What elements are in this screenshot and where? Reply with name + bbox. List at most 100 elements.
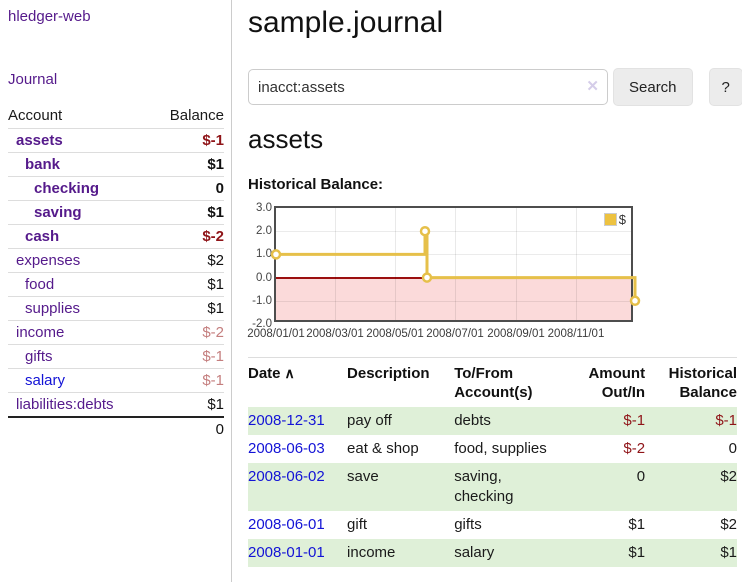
gridline <box>276 254 631 255</box>
data-point <box>421 272 433 283</box>
account-link-liabilities-debts[interactable]: liabilities:debts <box>16 396 114 413</box>
transaction-accounts: debts <box>454 412 491 429</box>
account-balance: $-1 <box>202 348 224 365</box>
transaction-balance: $1 <box>720 544 737 561</box>
transaction-amount: $-2 <box>623 440 646 457</box>
total-balance: 0 <box>215 420 224 438</box>
account-total-row: 0 <box>8 416 224 440</box>
account-link-supplies[interactable]: supplies <box>25 300 81 317</box>
account-link-expenses[interactable]: expenses <box>16 252 81 269</box>
transaction-accounts: gifts <box>454 516 482 533</box>
account-balance: $-1 <box>202 132 224 149</box>
balance-line-series <box>270 225 641 307</box>
date-header-label: Date <box>248 365 281 382</box>
account-row-salary: salary $-1 <box>8 368 224 392</box>
account-balance: $-2 <box>202 228 224 245</box>
account-row-supplies: supplies $1 <box>8 296 224 320</box>
account-row-bank: bank $1 <box>8 152 224 176</box>
y-tick: 2.0 <box>256 225 272 237</box>
account-row-expenses: expenses $2 <box>8 248 224 272</box>
transaction-amount: $-1 <box>623 412 646 429</box>
x-tick: 2008/11/01 <box>547 328 605 340</box>
gridline <box>576 208 577 320</box>
sidebar-item-journal[interactable]: Journal <box>8 71 58 88</box>
transaction-balance: $2 <box>720 468 737 485</box>
account-link-bank[interactable]: bank <box>25 156 61 173</box>
accounts-column-header: To/From Account(s) <box>454 365 533 401</box>
register-table: Date ∧ Description To/From Account(s) Amo… <box>248 357 737 567</box>
gridline <box>335 208 336 320</box>
account-row-liabilities-debts: liabilities:debts $1 <box>8 392 224 416</box>
x-tick: 2008/05/01 <box>366 328 424 340</box>
register-row: 2008-12-31 pay off debts $-1 $-1 <box>248 407 737 435</box>
search-input[interactable] <box>248 69 608 105</box>
gridline <box>455 208 456 320</box>
brand-link[interactable]: hledger-web <box>8 8 91 25</box>
register-header-row: Date ∧ Description To/From Account(s) Amo… <box>248 358 737 408</box>
account-link-assets[interactable]: assets <box>16 132 63 149</box>
sort-ascending-icon: ∧ <box>284 365 295 381</box>
transaction-date-link[interactable]: 2008-06-02 <box>248 468 325 485</box>
y-tick: 3.0 <box>256 202 272 214</box>
transaction-description: save <box>347 468 379 485</box>
account-row-food: food $1 <box>8 272 224 296</box>
account-balance: $1 <box>207 300 224 317</box>
transaction-date-link[interactable]: 2008-12-31 <box>248 412 325 429</box>
register-row: 2008-06-02 save saving, checking 0 $2 <box>248 463 737 511</box>
transaction-accounts: food, supplies <box>454 440 547 457</box>
account-table-header: Account Balance <box>8 103 224 128</box>
account-row-cash: cash $-2 <box>8 224 224 248</box>
transaction-amount: $1 <box>628 544 646 561</box>
account-link-gifts[interactable]: gifts <box>25 348 53 365</box>
gridline <box>276 301 631 302</box>
search-button[interactable]: Search <box>613 68 693 106</box>
y-tick: -1.0 <box>252 295 272 307</box>
account-link-salary[interactable]: salary <box>25 372 66 389</box>
account-link-saving[interactable]: saving <box>34 204 82 221</box>
balance-column-header: Balance <box>169 107 224 124</box>
chart-title: Historical Balance: <box>248 176 384 193</box>
transaction-date-link[interactable]: 2008-06-03 <box>248 440 325 457</box>
historical-balance-chart: 3.0 2.0 1.0 0.0 -1.0 -2.0 <box>247 200 742 348</box>
negative-region <box>276 277 631 320</box>
account-column-header: Account <box>8 107 63 124</box>
account-balance: $1 <box>207 156 224 173</box>
transaction-accounts: saving, checking <box>454 468 514 505</box>
y-tick: 0.0 <box>256 272 272 284</box>
y-tick: 1.0 <box>256 248 272 260</box>
account-link-income[interactable]: income <box>16 324 65 341</box>
account-balance: $2 <box>207 252 224 269</box>
transaction-accounts: salary <box>454 544 495 561</box>
data-point <box>270 249 282 260</box>
account-heading: assets <box>248 124 324 154</box>
account-link-food[interactable]: food <box>25 276 55 293</box>
help-button[interactable]: ? <box>708 68 742 106</box>
account-row-income: income $-2 <box>8 320 224 344</box>
balance-column-header: Historical Balance <box>668 365 737 401</box>
amount-column-header: Amount Out/In <box>588 365 646 401</box>
data-point <box>629 295 641 307</box>
register-row: 2008-01-01 income salary $1 $1 <box>248 539 737 567</box>
account-balance: $1 <box>207 276 224 293</box>
account-balance: $-2 <box>202 324 224 341</box>
transaction-balance: 0 <box>728 440 737 457</box>
clear-search-icon[interactable]: ✕ <box>586 78 599 95</box>
account-balance-table: Account Balance assets $-1 bank $1 check… <box>8 103 224 440</box>
transaction-date-link[interactable]: 2008-01-01 <box>248 544 325 561</box>
gridline <box>276 231 631 232</box>
transaction-amount: 0 <box>636 468 646 485</box>
date-column-header[interactable]: Date ∧ <box>248 358 347 408</box>
description-column-header: Description <box>347 365 430 382</box>
transaction-amount: $1 <box>628 516 646 533</box>
account-link-checking[interactable]: checking <box>34 180 100 197</box>
data-point <box>419 225 431 237</box>
account-link-cash[interactable]: cash <box>25 228 60 245</box>
y-tick: -2.0 <box>252 318 272 330</box>
legend-label: $ <box>618 212 626 227</box>
search-form: ✕ Search ? <box>248 68 742 106</box>
account-balance: $-1 <box>202 372 224 389</box>
gridline <box>395 208 396 320</box>
transaction-description: pay off <box>347 412 392 429</box>
account-row-assets: assets $-1 <box>8 128 224 152</box>
transaction-date-link[interactable]: 2008-06-01 <box>248 516 325 533</box>
